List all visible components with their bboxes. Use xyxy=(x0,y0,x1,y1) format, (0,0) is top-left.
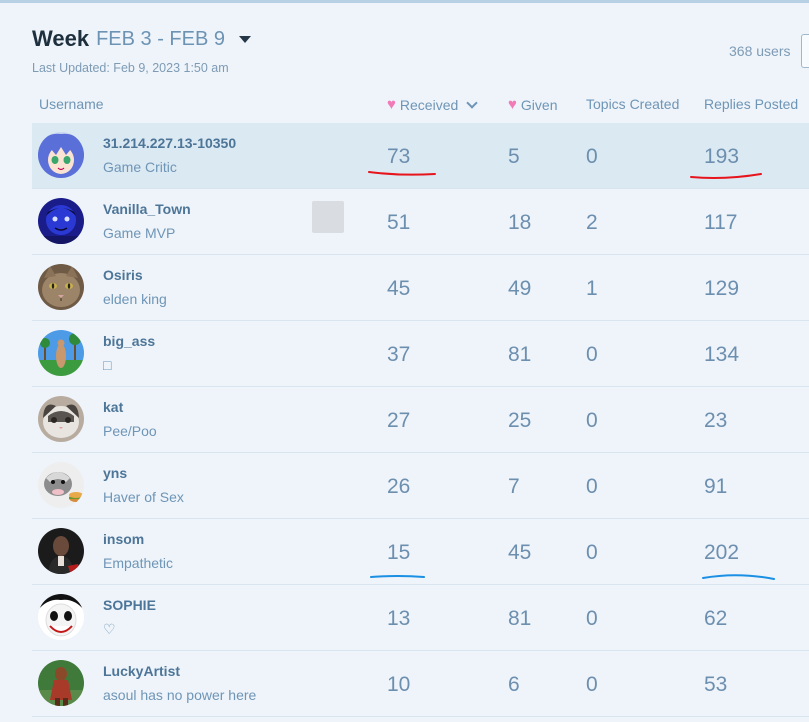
leaderboard-header: Week FEB 3 - FEB 9 Last Updated: Feb 9, … xyxy=(32,26,252,75)
received-count: 27 xyxy=(387,409,411,432)
replies-count: 117 xyxy=(704,211,738,234)
username-link[interactable]: SOPHIE xyxy=(103,597,156,613)
table-row[interactable]: yns Haver of Sex 26 7 0 91 xyxy=(32,453,809,519)
topics-count: 2 xyxy=(586,211,598,234)
user-title: Pee/Poo xyxy=(103,423,157,439)
cat-photo-avatar[interactable] xyxy=(38,396,84,442)
given-count: 49 xyxy=(508,277,532,300)
beach-avatar[interactable] xyxy=(38,330,84,376)
column-given-label: Given xyxy=(520,96,558,113)
received-count: 45 xyxy=(387,277,411,300)
replies-count: 202 xyxy=(704,541,740,564)
given-count: 25 xyxy=(508,409,532,432)
table-row[interactable]: LuckyArtist asoul has no power here 10 6… xyxy=(32,651,809,717)
username-link[interactable]: 31.214.227.13-10350 xyxy=(103,135,237,151)
received-count: 26 xyxy=(387,475,411,498)
top-border xyxy=(0,0,809,3)
given-count: 5 xyxy=(508,145,520,168)
received-count: 73 xyxy=(387,145,411,168)
received-count: 51 xyxy=(387,211,411,234)
topics-count: 1 xyxy=(586,277,598,300)
column-username-label: Username xyxy=(39,96,104,112)
heart-icon: ♥ xyxy=(387,96,396,113)
replies-count: 193 xyxy=(704,145,740,168)
replies-count: 23 xyxy=(704,409,728,432)
given-count: 81 xyxy=(508,343,532,366)
user-title: Haver of Sex xyxy=(103,489,184,505)
possum-avatar[interactable] xyxy=(38,462,84,508)
table-row[interactable]: insom Empathetic 15 45 0 202 xyxy=(32,519,809,585)
username-link[interactable]: LuckyArtist xyxy=(103,663,181,679)
column-topics[interactable]: Topics Created xyxy=(586,96,679,112)
given-count: 81 xyxy=(508,607,532,630)
period-range[interactable]: FEB 3 - FEB 9 xyxy=(96,27,226,50)
table-row[interactable]: Vanilla_Town Game MVP 51 18 2 117 xyxy=(32,189,809,255)
username-link[interactable]: Osiris xyxy=(103,267,143,283)
user-title: Game Critic xyxy=(103,159,177,175)
replies-count: 91 xyxy=(704,475,728,498)
leaderboard-table: 31.214.227.13-10350 Game Critic 73 5 0 1… xyxy=(32,123,809,717)
received-count: 15 xyxy=(387,541,411,564)
user-title: Empathetic xyxy=(103,555,174,571)
received-count: 13 xyxy=(387,607,411,630)
user-title: Game MVP xyxy=(103,225,176,241)
user-search-box[interactable] xyxy=(801,34,809,68)
user-title: elden king xyxy=(103,291,167,307)
user-title: □ xyxy=(103,357,112,373)
given-count: 18 xyxy=(508,211,532,234)
given-count: 45 xyxy=(508,541,532,564)
table-row[interactable]: kat Pee/Poo 27 25 0 23 xyxy=(32,387,809,453)
badge-image xyxy=(312,201,344,233)
topics-count: 0 xyxy=(586,145,598,168)
received-count: 10 xyxy=(387,673,411,696)
topics-count: 0 xyxy=(586,541,598,564)
username-link[interactable]: yns xyxy=(103,465,128,481)
white-face-avatar[interactable] xyxy=(38,594,84,640)
column-received-label: Received xyxy=(399,96,459,113)
period-dropdown-caret-icon[interactable] xyxy=(239,35,252,43)
period-label: Week xyxy=(32,26,90,51)
table-row[interactable]: SOPHIE ♡ 13 81 0 62 xyxy=(32,585,809,651)
given-count: 7 xyxy=(508,475,520,498)
table-row[interactable]: 31.214.227.13-10350 Game Critic 73 5 0 1… xyxy=(32,123,809,189)
column-received[interactable]: ♥ Received xyxy=(387,96,478,113)
username-link[interactable]: Vanilla_Town xyxy=(103,201,191,217)
cat-avatar[interactable] xyxy=(38,264,84,310)
blue-face-avatar[interactable] xyxy=(38,198,84,244)
heart-icon: ♥ xyxy=(508,96,517,113)
user-title: ♡ xyxy=(103,621,116,637)
given-count: 6 xyxy=(508,673,520,696)
dark-figure-avatar[interactable] xyxy=(38,528,84,574)
topics-count: 0 xyxy=(586,607,598,630)
column-replies-label: Replies Posted xyxy=(704,96,799,112)
column-given[interactable]: ♥ Given xyxy=(508,96,557,113)
anime-girl-avatar[interactable] xyxy=(38,132,84,178)
user-title: asoul has no power here xyxy=(103,687,257,703)
replies-count: 129 xyxy=(704,277,740,300)
replies-count: 134 xyxy=(704,343,740,366)
column-replies[interactable]: Replies Posted xyxy=(704,96,798,112)
topics-count: 0 xyxy=(586,343,598,366)
topics-count: 0 xyxy=(586,475,598,498)
topics-count: 0 xyxy=(586,409,598,432)
table-row[interactable]: big_ass □ 37 81 0 134 xyxy=(32,321,809,387)
username-link[interactable]: big_ass xyxy=(103,333,156,349)
received-count: 37 xyxy=(387,343,411,366)
figure-avatar[interactable] xyxy=(38,660,84,706)
replies-count: 53 xyxy=(704,673,728,696)
user-count: 368 users xyxy=(729,43,791,59)
last-updated: Last Updated: Feb 9, 2023 1:50 am xyxy=(32,61,229,75)
topics-count: 0 xyxy=(586,673,598,696)
replies-count: 62 xyxy=(704,607,728,630)
sort-chevron-down-icon[interactable] xyxy=(466,96,478,109)
username-link[interactable]: kat xyxy=(103,399,124,415)
username-link[interactable]: insom xyxy=(103,531,145,547)
column-topics-label: Topics Created xyxy=(586,96,680,112)
table-row[interactable]: Osiris elden king 45 49 1 129 xyxy=(32,255,809,321)
column-username[interactable]: Username xyxy=(39,96,104,112)
